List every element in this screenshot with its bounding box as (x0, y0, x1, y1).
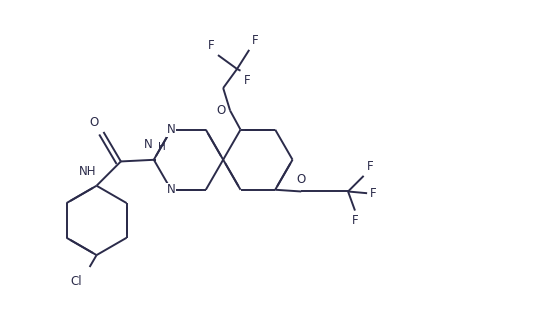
Text: N: N (167, 183, 176, 196)
Text: F: F (370, 187, 377, 200)
Text: F: F (208, 39, 215, 52)
Text: F: F (352, 214, 359, 226)
Text: F: F (367, 160, 373, 173)
Text: F: F (244, 74, 250, 87)
Text: O: O (216, 104, 225, 117)
Text: F: F (252, 34, 259, 47)
Text: H: H (158, 142, 165, 152)
Text: Cl: Cl (70, 275, 82, 288)
Text: O: O (89, 116, 98, 129)
Text: N: N (167, 123, 176, 136)
Text: NH: NH (79, 165, 97, 178)
Text: N: N (144, 138, 153, 151)
Text: O: O (296, 173, 306, 186)
